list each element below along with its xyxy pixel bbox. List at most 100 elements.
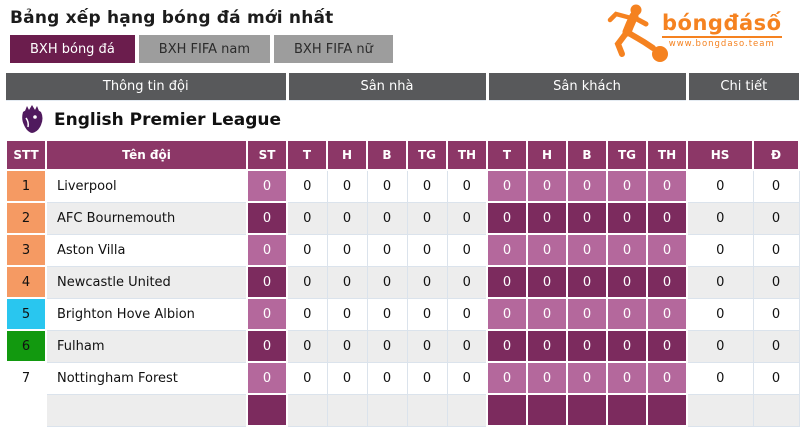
league-header-row: English Premier League — [6, 99, 800, 141]
stat-cell: 0 — [286, 361, 328, 395]
team-name[interactable]: AFC Bournemouth — [45, 201, 248, 235]
page-header: Bảng xếp hạng bóng đá mới nhất bóngđásố … — [0, 0, 800, 62]
stat-cell: 0 — [286, 297, 328, 331]
col-home-b: B — [366, 139, 408, 171]
stat-cell: 0 — [606, 265, 648, 299]
stat-cell: 0 — [606, 361, 648, 395]
table-row: 4 Newcastle United 0 0 0 0 0 0 0 0 0 0 0 0 0 — [5, 265, 800, 299]
col-away-t: T — [486, 139, 528, 171]
column-header-row: STT Tên đội ST T H B TG TH T H B TG TH H… — [5, 139, 800, 171]
stat-cell: 0 — [446, 297, 488, 331]
position-cell — [5, 393, 47, 427]
position-cell: 2 — [5, 201, 47, 235]
stat-cell: 0 — [286, 265, 328, 299]
table-row: 3 Aston Villa 0 0 0 0 0 0 0 0 0 0 0 0 0 — [5, 233, 800, 267]
stat-cell — [526, 393, 568, 427]
stat-cell: 0 — [686, 265, 754, 299]
col-stt: STT — [5, 139, 47, 171]
stat-cell — [606, 393, 648, 427]
stat-cell: 0 — [686, 233, 754, 267]
stat-cell: 0 — [606, 329, 648, 363]
table-row: 6 Fulham 0 0 0 0 0 0 0 0 0 0 0 0 0 — [5, 329, 800, 363]
group-team-info: Thông tin đội — [6, 73, 289, 100]
stat-cell — [486, 393, 528, 427]
stat-cell: 0 — [645, 201, 689, 235]
stat-cell: 0 — [606, 201, 648, 235]
stat-cell: 0 — [286, 233, 328, 267]
col-st: ST — [246, 139, 288, 171]
stat-cell — [752, 393, 800, 427]
stat-cell: 0 — [566, 329, 608, 363]
col-d: Đ — [752, 139, 800, 171]
team-name[interactable]: Liverpool — [45, 169, 248, 203]
site-logo[interactable]: bóngđásố www.bongdaso.team — [600, 2, 790, 62]
stat-cell: 0 — [686, 169, 754, 203]
col-ten-doi: Tên đội — [45, 139, 248, 171]
stat-cell: 0 — [326, 361, 368, 395]
team-name[interactable]: Brighton Hove Albion — [45, 297, 248, 331]
stat-cell: 0 — [645, 329, 689, 363]
stat-cell: 0 — [406, 201, 448, 235]
team-name[interactable]: Nottingham Forest — [45, 361, 248, 395]
stat-cell: 0 — [752, 233, 800, 267]
stat-cell: 0 — [486, 233, 528, 267]
stat-cell: 0 — [686, 297, 754, 331]
stat-cell: 0 — [686, 361, 754, 395]
page-title: Bảng xếp hạng bóng đá mới nhất — [10, 8, 334, 28]
stat-cell: 0 — [566, 265, 608, 299]
stat-cell: 0 — [752, 265, 800, 299]
stat-cell: 0 — [246, 265, 288, 299]
stat-cell: 0 — [526, 169, 568, 203]
col-hs: HS — [686, 139, 755, 171]
table-row: 1 Liverpool 0 0 0 0 0 0 0 0 0 0 0 0 0 — [5, 169, 800, 203]
tab-bxh-fifa-nu[interactable]: BXH FIFA nữ — [274, 35, 393, 63]
team-name[interactable]: Aston Villa — [45, 233, 248, 267]
table-row: 2 AFC Bournemouth 0 0 0 0 0 0 0 0 0 0 0 0 0 — [5, 201, 800, 235]
stat-cell: 0 — [446, 169, 488, 203]
team-name[interactable]: Newcastle United — [45, 265, 248, 299]
stat-cell: 0 — [566, 361, 608, 395]
stat-cell: 0 — [406, 361, 448, 395]
team-name[interactable] — [45, 393, 248, 427]
team-name[interactable]: Fulham — [45, 329, 248, 363]
stat-cell: 0 — [406, 297, 448, 331]
stat-cell: 0 — [526, 233, 568, 267]
col-away-th: TH — [645, 139, 689, 171]
col-home-t: T — [286, 139, 328, 171]
logo-brand-text: bóngđásố — [662, 11, 782, 39]
stat-cell: 0 — [486, 329, 528, 363]
position-cell: 5 — [5, 297, 47, 331]
stat-cell: 0 — [566, 233, 608, 267]
stat-cell: 0 — [366, 329, 408, 363]
stat-cell: 0 — [486, 297, 528, 331]
stat-cell: 0 — [326, 265, 368, 299]
stat-cell: 0 — [326, 201, 368, 235]
stat-cell: 0 — [366, 361, 408, 395]
stat-cell: 0 — [752, 169, 800, 203]
table-row: 5 Brighton Hove Albion 0 0 0 0 0 0 0 0 0 0 0 0 0 — [5, 297, 800, 331]
stat-cell: 0 — [752, 201, 800, 235]
col-home-h: H — [326, 139, 368, 171]
stat-cell: 0 — [486, 201, 528, 235]
stat-cell: 0 — [606, 169, 648, 203]
stat-cell: 0 — [526, 361, 568, 395]
stat-cell: 0 — [645, 297, 689, 331]
col-away-b: B — [566, 139, 608, 171]
stat-cell: 0 — [246, 201, 288, 235]
stat-cell: 0 — [286, 169, 328, 203]
stat-cell — [406, 393, 448, 427]
position-cell: 4 — [5, 265, 47, 299]
stat-cell: 0 — [606, 297, 648, 331]
stat-cell — [686, 393, 754, 427]
stat-cell: 0 — [246, 169, 288, 203]
stat-cell: 0 — [686, 329, 754, 363]
standings-table: Thông tin đội Sân nhà Sân khách Chi tiết… — [5, 73, 800, 427]
stat-cell: 0 — [486, 361, 528, 395]
tab-bxh-fifa-nam[interactable]: BXH FIFA nam — [138, 35, 271, 63]
premier-league-lion-icon — [22, 104, 43, 133]
position-cell: 3 — [5, 233, 47, 267]
stat-cell: 0 — [686, 201, 754, 235]
stat-cell: 0 — [366, 169, 408, 203]
tab-bxh-bong-da[interactable]: BXH bóng đá — [10, 35, 135, 63]
position-cell: 6 — [5, 329, 47, 363]
